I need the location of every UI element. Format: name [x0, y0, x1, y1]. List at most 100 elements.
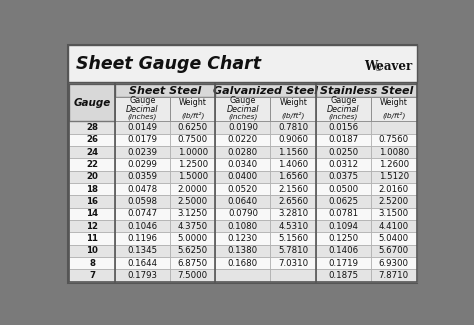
Bar [270, 97, 316, 121]
Bar [69, 171, 115, 183]
Text: 0.0598: 0.0598 [128, 197, 157, 206]
Text: (inches): (inches) [228, 114, 257, 121]
Bar [270, 232, 316, 245]
Text: 28: 28 [86, 123, 98, 132]
Text: 0.1230: 0.1230 [228, 234, 258, 243]
Text: 7: 7 [89, 271, 95, 280]
Text: 1.1560: 1.1560 [278, 148, 308, 157]
Bar [115, 220, 170, 232]
Text: 0.1680: 0.1680 [228, 259, 258, 268]
Text: 2.0160: 2.0160 [379, 185, 409, 194]
Text: 5.1560: 5.1560 [278, 234, 308, 243]
Text: 0.0190: 0.0190 [228, 123, 258, 132]
Bar [69, 269, 115, 282]
Text: 0.7500: 0.7500 [178, 135, 208, 144]
Bar [270, 134, 316, 146]
Bar [69, 84, 115, 121]
Text: 20: 20 [86, 172, 98, 181]
Text: 26: 26 [86, 135, 98, 144]
Bar [170, 195, 216, 208]
Text: 1.0000: 1.0000 [178, 148, 208, 157]
Text: 10: 10 [86, 246, 98, 255]
Bar [316, 245, 371, 257]
Text: 4.5310: 4.5310 [278, 222, 308, 231]
Text: 0.0239: 0.0239 [128, 148, 157, 157]
Bar [170, 257, 216, 269]
Text: 2.5000: 2.5000 [178, 197, 208, 206]
Text: 2.6560: 2.6560 [278, 197, 308, 206]
Bar [270, 208, 316, 220]
Text: (inches): (inches) [128, 114, 157, 121]
Text: 14: 14 [86, 209, 98, 218]
Bar [316, 183, 371, 195]
Text: 1.0080: 1.0080 [379, 148, 409, 157]
Text: (lb/ft²): (lb/ft²) [382, 111, 405, 119]
Bar [170, 146, 216, 158]
Text: 0.0179: 0.0179 [128, 135, 157, 144]
Text: 0.0375: 0.0375 [328, 172, 359, 181]
Text: Decimal: Decimal [126, 105, 159, 113]
Text: 22: 22 [86, 160, 98, 169]
Text: 0.7810: 0.7810 [278, 123, 308, 132]
Text: 4.3750: 4.3750 [178, 222, 208, 231]
Text: 0.1644: 0.1644 [127, 259, 157, 268]
Text: 0.0299: 0.0299 [128, 160, 157, 169]
Text: 1.5120: 1.5120 [379, 172, 409, 181]
Bar [316, 97, 371, 121]
Text: 12: 12 [86, 222, 98, 231]
Bar [270, 257, 316, 269]
Bar [216, 158, 270, 171]
Bar [115, 171, 170, 183]
Text: Weight: Weight [179, 98, 207, 108]
Bar [371, 121, 417, 134]
Text: 0.0781: 0.0781 [328, 209, 359, 218]
Text: 1.6560: 1.6560 [278, 172, 308, 181]
Bar [69, 121, 115, 134]
Bar [316, 195, 371, 208]
Text: 0.0187: 0.0187 [328, 135, 359, 144]
Text: 🚛: 🚛 [375, 62, 380, 71]
Text: 0.1719: 0.1719 [328, 259, 358, 268]
Bar [270, 183, 316, 195]
Bar [316, 257, 371, 269]
Text: 6.9300: 6.9300 [379, 259, 409, 268]
Bar [270, 121, 316, 134]
Bar [68, 45, 418, 82]
Bar [216, 146, 270, 158]
Bar [69, 232, 115, 245]
Bar [170, 208, 216, 220]
Bar [216, 232, 270, 245]
Bar [270, 171, 316, 183]
Text: Sheet Steel: Sheet Steel [129, 85, 201, 96]
Bar [216, 183, 270, 195]
Bar [316, 134, 371, 146]
Text: Decimal: Decimal [227, 105, 259, 113]
Text: 0.1875: 0.1875 [328, 271, 359, 280]
Bar [115, 232, 170, 245]
Bar [316, 220, 371, 232]
Text: 0.9060: 0.9060 [278, 135, 308, 144]
Bar [69, 146, 115, 158]
Text: 0.1080: 0.1080 [228, 222, 258, 231]
Text: 0.0149: 0.0149 [128, 123, 157, 132]
Bar [69, 220, 115, 232]
Bar [170, 245, 216, 257]
Bar [216, 134, 270, 146]
Text: (inches): (inches) [329, 114, 358, 121]
Bar [115, 146, 170, 158]
Bar [216, 97, 270, 121]
Bar [371, 220, 417, 232]
Bar [115, 208, 170, 220]
Text: 24: 24 [86, 148, 98, 157]
Bar [316, 121, 371, 134]
Bar [69, 195, 115, 208]
Text: 3.1500: 3.1500 [379, 209, 409, 218]
Bar [270, 220, 316, 232]
Bar [270, 269, 316, 282]
Text: 16: 16 [86, 197, 98, 206]
Text: 0.0280: 0.0280 [228, 148, 258, 157]
Text: Stainless Steel: Stainless Steel [319, 85, 413, 96]
Text: 0.1196: 0.1196 [128, 234, 157, 243]
Text: 0.6250: 0.6250 [178, 123, 208, 132]
Bar [69, 158, 115, 171]
